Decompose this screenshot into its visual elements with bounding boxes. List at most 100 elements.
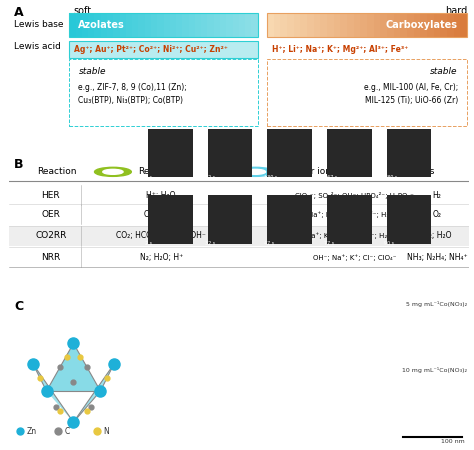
Bar [440, 13, 447, 37]
Text: Na⁺; K⁺; H⁺; HPO₄²⁻; H₂PO₄⁻: Na⁺; K⁺; H⁺; HPO₄²⁻; H₂PO₄⁻ [306, 232, 403, 239]
Text: B: B [14, 158, 24, 171]
Bar [387, 195, 431, 244]
Bar [414, 13, 420, 37]
Text: 77 s: 77 s [324, 242, 335, 247]
Bar [148, 129, 192, 177]
Bar [273, 13, 280, 37]
Bar [393, 13, 400, 37]
Bar [340, 13, 347, 37]
Text: soft: soft [74, 6, 92, 16]
Text: CO2RR: CO2RR [35, 231, 66, 240]
Polygon shape [46, 343, 100, 391]
Bar [267, 195, 312, 244]
Bar [100, 13, 107, 37]
Bar [374, 13, 380, 37]
Bar [138, 13, 145, 37]
Bar [69, 40, 258, 58]
Bar [148, 195, 192, 244]
Bar [354, 13, 360, 37]
Bar [195, 13, 201, 37]
Circle shape [237, 167, 274, 176]
Text: OH⁻; H₂O: OH⁻; H₂O [144, 210, 179, 219]
Bar [252, 13, 258, 37]
Bar [94, 13, 100, 37]
Bar [233, 13, 239, 37]
Text: O₂: O₂ [433, 210, 442, 219]
Bar [245, 13, 252, 37]
Bar [75, 13, 82, 37]
Text: Azolates: Azolates [78, 20, 125, 30]
Text: 32 s: 32 s [205, 242, 215, 247]
Text: Zn: Zn [26, 427, 36, 436]
Text: C: C [65, 427, 70, 436]
Polygon shape [73, 364, 114, 422]
Bar [119, 13, 126, 37]
Text: NRR: NRR [41, 253, 61, 262]
Bar [157, 13, 164, 37]
Text: Na⁺; K⁺; H⁺; HPO₄²⁻; H₂PO₄: Na⁺; K⁺; H⁺; HPO₄²⁻; H₂PO₄ [308, 211, 401, 218]
Text: 10 mg mL⁻¹Co(NO₃)₂: 10 mg mL⁻¹Co(NO₃)₂ [402, 367, 467, 373]
Text: ClO₄⁻; SO₄²⁻; OH⁻; HPO₄²⁻; H₂PO₄⁻: ClO₄⁻; SO₄²⁻; OH⁻; HPO₄²⁻; H₂PO₄⁻ [295, 192, 414, 198]
Bar [301, 13, 307, 37]
Bar [239, 13, 245, 37]
Bar [380, 13, 387, 37]
Text: Ag⁺; Au⁺; Pt²⁺; Co²⁺; Ni²⁺; Cu²⁺; Zn²⁺: Ag⁺; Au⁺; Pt²⁺; Co²⁺; Ni²⁺; Cu²⁺; Zn²⁺ [74, 45, 228, 54]
Text: Counter ion: Counter ion [278, 167, 331, 176]
Bar [387, 129, 431, 177]
Text: e.g., ZIF-7, 8, 9 (Co),11 (Zn);
Cu₃(BTP), Ni₃(BTP); Co(BTP): e.g., ZIF-7, 8, 9 (Co),11 (Zn); Cu₃(BTP)… [78, 83, 187, 105]
Circle shape [94, 167, 131, 176]
Bar [434, 13, 440, 37]
Bar [387, 13, 393, 37]
Text: 167 s: 167 s [324, 175, 337, 180]
Polygon shape [33, 364, 73, 422]
Text: Carboxylates: Carboxylates [386, 20, 458, 30]
Bar [113, 13, 119, 37]
Text: Reaction: Reaction [37, 167, 77, 176]
Bar [267, 13, 273, 37]
Text: 47 s: 47 s [264, 242, 275, 247]
Text: H⁺; H₂O: H⁺; H₂O [146, 190, 176, 199]
Bar [334, 13, 340, 37]
Bar [151, 13, 157, 37]
Bar [447, 13, 454, 37]
Bar [145, 13, 151, 37]
Bar [88, 13, 94, 37]
Bar [267, 129, 312, 177]
Bar [420, 13, 427, 37]
Bar [164, 13, 170, 37]
Text: N: N [103, 427, 109, 436]
Text: OER: OER [41, 210, 60, 219]
Bar [287, 13, 293, 37]
Bar [170, 13, 176, 37]
Bar [407, 13, 414, 37]
Text: 130 s: 130 s [264, 175, 278, 180]
Text: 2 s: 2 s [145, 242, 152, 247]
Bar [347, 13, 354, 37]
Text: hard: hard [445, 6, 467, 16]
Text: stable: stable [78, 67, 106, 76]
Text: H₂; H₂O: H₂; H₂O [423, 231, 451, 240]
Bar [307, 13, 314, 37]
Bar [327, 13, 334, 37]
Text: e.g., MIL-100 (Al, Fe, Cr);
MIL-125 (Ti); UiO-66 (Zr): e.g., MIL-100 (Al, Fe, Cr); MIL-125 (Ti)… [364, 83, 458, 105]
Bar [327, 195, 372, 244]
Bar [293, 13, 301, 37]
Text: Lewis acid: Lewis acid [14, 42, 61, 51]
Text: NH₃; N₂H₄; NH₄⁺: NH₃; N₂H₄; NH₄⁺ [407, 253, 467, 262]
Text: A: A [14, 6, 24, 19]
Text: H⁺; Li⁺; Na⁺; K⁺; Mg²⁺; Al³⁺; Fe³⁺: H⁺; Li⁺; Na⁺; K⁺; Mg²⁺; Al³⁺; Fe³⁺ [272, 45, 408, 54]
Text: 100 nm: 100 nm [441, 439, 465, 444]
Bar [208, 129, 252, 177]
Bar [327, 129, 372, 177]
Bar [182, 13, 189, 37]
Bar [201, 13, 208, 37]
Text: 5 s: 5 s [145, 175, 152, 180]
Bar [320, 13, 327, 37]
Bar [82, 13, 88, 37]
Bar [214, 13, 220, 37]
Text: 72 s: 72 s [205, 175, 215, 180]
Bar [126, 13, 132, 37]
Bar [189, 13, 195, 37]
Text: HER: HER [42, 190, 60, 199]
Bar [107, 13, 113, 37]
